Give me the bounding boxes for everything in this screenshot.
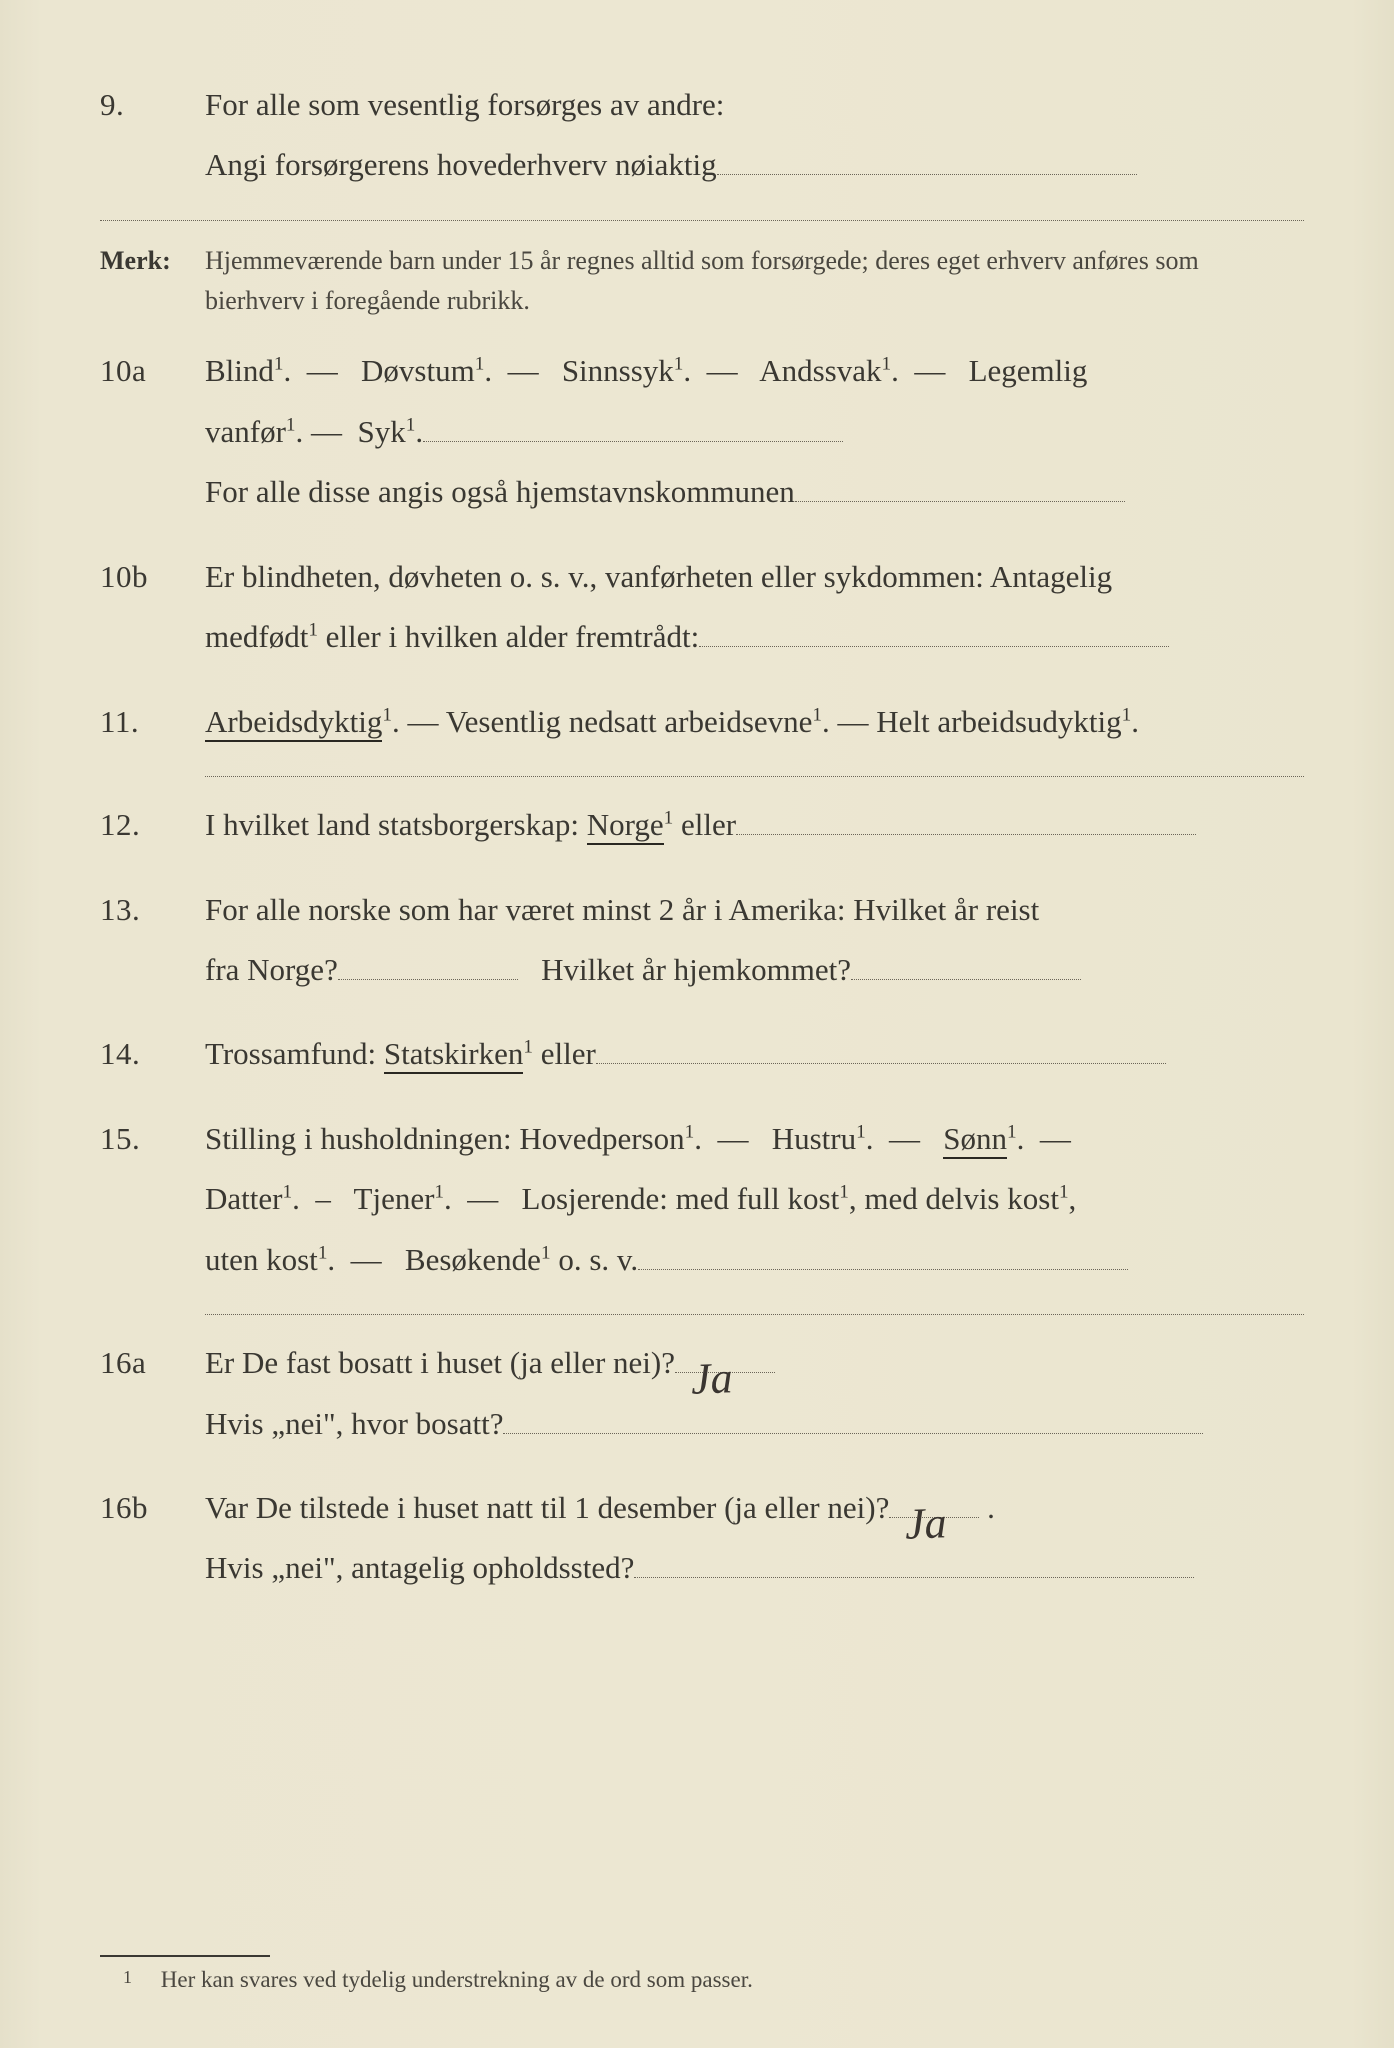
q10a-line1: Blind1. — Døvstum1. — Sinnssyk1. — Andss… xyxy=(205,341,1304,401)
fill-line xyxy=(717,174,1137,175)
merk-text: Hjemmeværende barn under 15 år regnes al… xyxy=(205,241,1304,322)
fill-line xyxy=(503,1433,1203,1434)
fill-line: Ja xyxy=(889,1517,979,1518)
fill-line xyxy=(423,441,843,442)
q9-line2: Angi forsørgerens hovederhverv nøiaktig xyxy=(205,135,1304,195)
question-body: Blind1. — Døvstum1. — Sinnssyk1. — Andss… xyxy=(205,341,1304,522)
handwritten-answer: Ja xyxy=(689,1335,734,1422)
section-divider xyxy=(205,776,1304,777)
q10a-line3: For alle disse angis også hjemstavnskomm… xyxy=(205,462,1304,522)
footnote-area: 1 Her kan svares ved tydelig understrekn… xyxy=(100,1855,1304,1993)
question-number: 14. xyxy=(100,1024,205,1084)
fill-line xyxy=(634,1577,1194,1578)
footnote-rule xyxy=(100,1955,270,1957)
selected-option: Statskirken xyxy=(384,1036,524,1074)
question-body: Var De tilstede i huset natt til 1 desem… xyxy=(205,1478,1304,1599)
selected-option: Arbeidsdyktig xyxy=(205,704,382,742)
handwritten-answer: Ja xyxy=(904,1480,949,1567)
question-number: 16a xyxy=(100,1333,205,1454)
question-body: Trossamfund: Statskirken1 eller xyxy=(205,1024,1304,1084)
question-body: I hvilket land statsborgerskap: Norge1 e… xyxy=(205,795,1304,855)
question-number: 11. xyxy=(100,692,205,752)
fill-line xyxy=(851,979,1081,980)
question-10b: 10b Er blindheten, døvheten o. s. v., va… xyxy=(100,547,1304,668)
selected-option: Sønn xyxy=(943,1121,1007,1159)
question-body: For alle som vesentlig forsørges av andr… xyxy=(205,75,1304,196)
section-divider xyxy=(100,220,1304,221)
merk-label: Merk: xyxy=(100,241,205,322)
question-body: Arbeidsdyktig1. — Vesentlig nedsatt arbe… xyxy=(205,692,1304,752)
question-body: Er blindheten, døvheten o. s. v., vanfør… xyxy=(205,547,1304,668)
q9-line1: For alle som vesentlig forsørges av andr… xyxy=(205,75,1304,135)
note-merk: Merk: Hjemmeværende barn under 15 år reg… xyxy=(100,241,1304,322)
question-number: 13. xyxy=(100,880,205,1001)
question-11: 11. Arbeidsdyktig1. — Vesentlig nedsatt … xyxy=(100,692,1304,752)
census-form-page: 9. For alle som vesentlig forsørges av a… xyxy=(0,0,1394,2048)
selected-option: Norge xyxy=(587,807,664,845)
question-body: For alle norske som har været minst 2 år… xyxy=(205,880,1304,1001)
question-9: 9. For alle som vesentlig forsørges av a… xyxy=(100,75,1304,196)
question-number: 10b xyxy=(100,547,205,668)
q16a-line2: Hvis „nei", hvor bosatt? xyxy=(205,1394,1304,1454)
fill-line xyxy=(596,1063,1166,1064)
q15-line2: Datter1. – Tjener1. — Losjerende: med fu… xyxy=(205,1169,1304,1229)
question-body: Stilling i husholdningen: Hovedperson1. … xyxy=(205,1109,1304,1290)
q13-line1: For alle norske som har været minst 2 år… xyxy=(205,880,1304,940)
question-number: 10a xyxy=(100,341,205,522)
fill-line xyxy=(795,501,1125,502)
question-14: 14. Trossamfund: Statskirken1 eller xyxy=(100,1024,1304,1084)
q16b-line2: Hvis „nei", antagelig opholdssted? xyxy=(205,1538,1304,1598)
fill-line xyxy=(736,834,1196,835)
q10a-line2: vanfør1. — Syk1. xyxy=(205,402,1304,462)
question-12: 12. I hvilket land statsborgerskap: Norg… xyxy=(100,795,1304,855)
fill-line xyxy=(699,646,1169,647)
question-body: Er De fast bosatt i huset (ja eller nei)… xyxy=(205,1333,1304,1454)
footnote-text: Her kan svares ved tydelig understreknin… xyxy=(161,1967,753,1992)
fill-line: Ja xyxy=(675,1372,775,1373)
question-13: 13. For alle norske som har været minst … xyxy=(100,880,1304,1001)
question-number: 16b xyxy=(100,1478,205,1599)
q10b-line2: medfødt1 eller i hvilken alder fremtrådt… xyxy=(205,607,1304,667)
q10b-line1: Er blindheten, døvheten o. s. v., vanfør… xyxy=(205,547,1304,607)
fill-line xyxy=(338,979,518,980)
question-number: 15. xyxy=(100,1109,205,1290)
question-16a: 16a Er De fast bosatt i huset (ja eller … xyxy=(100,1333,1304,1454)
fill-line xyxy=(638,1269,1128,1270)
section-divider xyxy=(205,1314,1304,1315)
question-10a: 10a Blind1. — Døvstum1. — Sinnssyk1. — A… xyxy=(100,341,1304,522)
q15-line3: uten kost1. — Besøkende1 o. s. v. xyxy=(205,1230,1304,1290)
question-number: 12. xyxy=(100,795,205,855)
q15-line1: Stilling i husholdningen: Hovedperson1. … xyxy=(205,1109,1304,1169)
q13-line2: fra Norge? Hvilket år hjemkommet? xyxy=(205,940,1304,1000)
question-16b: 16b Var De tilstede i huset natt til 1 d… xyxy=(100,1478,1304,1599)
footnote: 1 Her kan svares ved tydelig understrekn… xyxy=(100,1967,1304,1993)
q16b-line1: Var De tilstede i huset natt til 1 desem… xyxy=(205,1478,1304,1538)
q16a-line1: Er De fast bosatt i huset (ja eller nei)… xyxy=(205,1333,1304,1393)
question-number: 9. xyxy=(100,75,205,196)
question-15: 15. Stilling i husholdningen: Hovedperso… xyxy=(100,1109,1304,1290)
footnote-number: 1 xyxy=(100,1967,155,1988)
